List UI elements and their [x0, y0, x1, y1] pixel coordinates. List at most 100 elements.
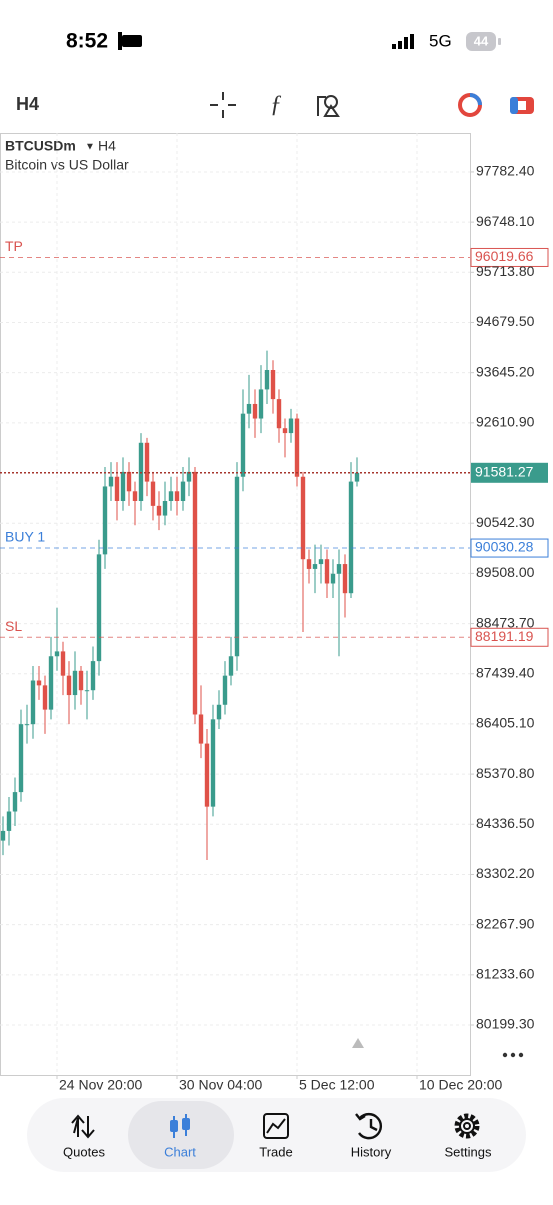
candle-body	[84, 690, 90, 692]
nav-active	[128, 1101, 234, 1169]
candle-body	[192, 471, 198, 715]
y-tick-label: 92610.90	[476, 414, 535, 430]
candle-body	[156, 505, 162, 516]
candle-body	[312, 564, 318, 569]
candle-body	[48, 656, 54, 710]
candle-body	[186, 471, 192, 482]
candle-body	[30, 680, 36, 725]
level-label: TP	[5, 238, 23, 254]
y-tick-label: 86405.10	[476, 715, 535, 731]
candle-body	[318, 559, 324, 565]
one-click-icon[interactable]	[510, 97, 534, 114]
y-tick-label: 85370.80	[476, 765, 535, 781]
candle-body	[342, 564, 348, 594]
nav-label: Trade	[259, 1144, 292, 1159]
history-icon[interactable]	[355, 1112, 383, 1140]
clock: 8:52	[66, 30, 108, 53]
candle-body	[234, 476, 240, 657]
candle-body	[6, 811, 12, 831]
plot-frame	[0, 133, 471, 1076]
indicators-icon[interactable]: ƒ	[270, 92, 282, 118]
chart-icon[interactable]	[170, 1114, 190, 1138]
timeframe-button[interactable]: H4	[16, 94, 39, 114]
trade-icon[interactable]	[458, 93, 482, 117]
price-tag	[470, 247, 549, 267]
network: 5G	[429, 31, 452, 50]
symbol-description: Bitcoin vs US Dollar	[5, 157, 129, 173]
candle-body	[228, 656, 234, 676]
trade-tab-icon[interactable]	[263, 1113, 289, 1139]
candle-body	[198, 714, 204, 744]
candle-body	[270, 370, 276, 400]
chart: BTCUSDm ▼ H4 Bitcoin vs US Dollar TP 9601…	[0, 133, 549, 1093]
x-tick-label: 30 Nov 04:00	[179, 1077, 262, 1093]
candle-body	[150, 481, 156, 506]
candle-body	[108, 476, 114, 487]
symbol: BTCUSDm	[5, 138, 76, 154]
more-menu[interactable]	[502, 1052, 524, 1058]
price-tag	[470, 627, 549, 647]
settings-icon[interactable]	[454, 1113, 480, 1139]
candle-body	[78, 670, 84, 691]
candle-body	[288, 418, 294, 434]
candle-body	[264, 370, 270, 390]
current-price-tag	[471, 462, 548, 483]
price-tag-label: 88191.19	[475, 628, 534, 644]
candle-body	[96, 554, 102, 662]
candle-body	[126, 471, 132, 492]
nav-label: Quotes	[63, 1144, 105, 1159]
y-tick-label: 80199.30	[476, 1016, 535, 1032]
y-tick-label: 81233.60	[476, 966, 535, 982]
candle-body	[240, 413, 246, 477]
y-tick-label: 93645.20	[476, 363, 535, 379]
y-tick-label: 88473.70	[476, 614, 535, 630]
candle-body	[324, 559, 330, 584]
level-label: BUY 1	[5, 529, 45, 545]
candle-body	[60, 651, 66, 676]
price-tag-label: 96019.66	[475, 248, 534, 264]
quotes-icon[interactable]	[71, 1114, 95, 1139]
candle-body	[0, 830, 6, 841]
y-tick-label: 84336.50	[476, 815, 535, 831]
candle-body	[354, 472, 360, 482]
y-tick-label: 89508.00	[476, 564, 535, 580]
crosshair-icon[interactable]	[210, 92, 236, 118]
nav-label: Settings	[445, 1144, 492, 1159]
nav-label: History	[351, 1144, 392, 1159]
y-tick-label: 82267.90	[476, 915, 535, 931]
battery	[466, 32, 496, 51]
candle-body	[252, 403, 258, 419]
candle-body	[72, 670, 78, 696]
y-tick-label: 90542.30	[476, 514, 535, 530]
sleep-icon	[118, 32, 142, 50]
objects-icon[interactable]	[317, 95, 340, 117]
y-tick-label: 87439.40	[476, 664, 535, 680]
candle-body	[132, 491, 138, 501]
candle-body	[138, 442, 144, 501]
candle-body	[168, 491, 174, 501]
candle-body	[300, 476, 306, 560]
candle-body	[54, 651, 60, 657]
scroll-marker	[352, 1038, 364, 1048]
x-tick-label: 10 Dec 20:00	[419, 1077, 502, 1093]
x-tick-label: 24 Nov 20:00	[59, 1077, 142, 1093]
battery-level: 44	[474, 33, 489, 48]
candle-body	[336, 564, 342, 574]
x-tick-label: 5 Dec 12:00	[299, 1077, 375, 1093]
dropdown-arrow[interactable]: ▼	[85, 142, 95, 153]
candle-body	[114, 476, 120, 501]
chart-timeframe: H4	[98, 138, 116, 154]
candle-body	[102, 486, 108, 555]
candle-body	[12, 792, 18, 812]
grid	[0, 133, 474, 1079]
price-tag	[470, 538, 549, 558]
candle-body	[222, 675, 228, 705]
candle-body	[120, 471, 126, 501]
price-tag-label: 90030.28	[475, 539, 534, 555]
candle-body	[282, 428, 288, 434]
candle-body	[210, 719, 216, 807]
y-tick-label: 83302.20	[476, 865, 535, 881]
current-price-label: 91581.27	[475, 464, 534, 480]
